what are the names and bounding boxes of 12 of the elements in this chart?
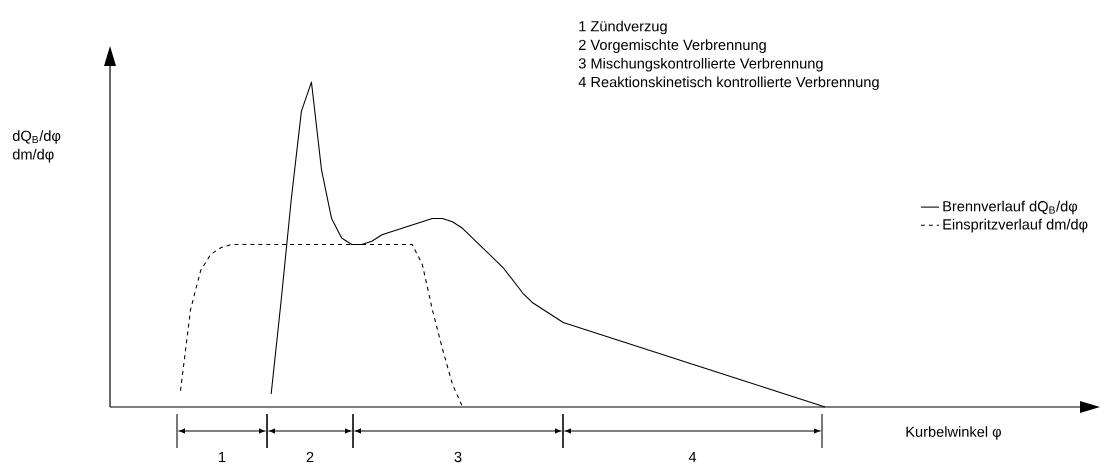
text: 4 bbox=[688, 451, 697, 462]
text: 3 bbox=[454, 451, 462, 463]
text: 1 Zündverzug bbox=[579, 20, 667, 35]
text: Kurbelwinkel φ bbox=[906, 426, 1001, 440]
y-axis-title: dQ$_{B}$/dφ dm/dφ bbox=[12, 130, 61, 163]
text: 2 Vorgemischte Verbrennung bbox=[579, 39, 766, 53]
annotation: 4 Reaktionskinetisch kontrollierte Verbrennung bbox=[578, 76, 879, 91]
text: 3 Mischungskontrollierte Verbrennung bbox=[578, 57, 823, 72]
text: 2 bbox=[306, 451, 314, 463]
legend-label: Brennverlauf dQ$_{B}$/dφ bbox=[943, 200, 1078, 215]
legend-label: Einspritzverlauf dm/dφ bbox=[943, 218, 1088, 233]
text: 1 bbox=[219, 451, 226, 462]
